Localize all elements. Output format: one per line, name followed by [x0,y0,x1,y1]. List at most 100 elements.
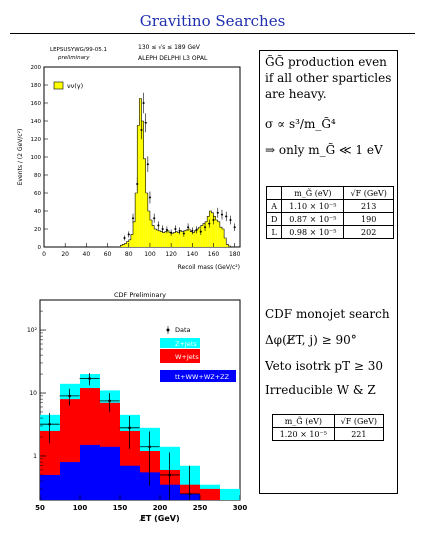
top-hist-bar [158,230,161,247]
top-x-tick-label: 140 [187,251,199,258]
top-data-point [165,228,168,231]
bottom-legend-data-label: Data [175,326,191,334]
top-hist-bar [175,231,178,247]
top-hist-bar [179,230,182,247]
top-hist-bar [200,225,203,247]
top-data-point [144,121,147,124]
table-cell: 213 [343,199,394,213]
top-hist-bar [128,239,131,247]
top-data-point [153,217,156,220]
top-hist-bar [219,227,222,247]
top-data-point [216,211,219,214]
top-hist-bar [147,211,150,247]
top-x-tick-label: 80 [125,251,133,258]
top-hist-bar [185,229,189,247]
top-hist-bar [181,231,184,247]
table-cell: m_G̃ (eV) [281,186,345,200]
page-title: Gravitino Searches [139,12,286,30]
top-data-point [127,233,130,236]
top-legend-swatch [53,81,64,90]
bottom-data-point [148,445,151,449]
top-y-tick-label: 120 [31,137,42,143]
top-hist-bar [135,193,138,247]
top-hist-bar [126,241,129,247]
cdf-line1: CDF monojet search [265,307,390,321]
cdf-line4: Irreducible W & Z [265,383,376,397]
top-x-tick-label: 160 [208,251,220,258]
top-data-point [146,163,149,166]
bottom-data-point [188,492,191,496]
table-cell: √F (GeV) [333,414,385,428]
top-hist-bar [224,238,227,247]
top-y-tick-label: 200 [31,65,42,71]
cdf-line2: Δφ(E̸T, j) ≥ 90° [265,333,357,347]
top-data-point [123,237,126,239]
top-y-axis-label: Events / (2 GeV/c²) [17,129,24,186]
top-legend-label: νν(γ) [67,82,83,90]
top-hist-bar [122,244,125,247]
table-cell: 0.87 × 10⁻⁵ [281,212,345,226]
top-plot-preliminary: preliminary [57,55,90,61]
table-cell [265,186,283,200]
top-data-point [233,226,236,229]
bottom-x-tick-label: 200 [153,504,168,512]
title-rule [10,33,415,34]
table-cell: D [265,212,283,226]
top-hist-bar [228,246,231,247]
bottom-data-point [108,399,111,403]
top-data-point [161,228,164,230]
bottom-legend-other-label: tt+WW+WZ+ZZ [175,373,230,381]
top-hist-bar [162,232,165,247]
panel-line1: G̃G̃ production even [265,55,387,69]
top-hist-bar [207,216,210,247]
table-cell: 202 [343,225,394,239]
top-data-point [140,129,143,131]
top-hist-bar [120,245,123,247]
top-hist-bar [173,232,176,247]
top-hist-bar [124,243,127,247]
top-data-point [229,219,232,221]
table-cell: √F (GeV) [343,186,394,200]
lep-limit-table: m_G̃ (eV) √F (GeV) A 1.10 × 10⁻⁵ 213 D 0… [265,186,394,239]
top-hist-bar [188,229,191,247]
top-x-tick-label: 20 [61,251,69,258]
wjets-bar [200,488,220,500]
table-row: A 1.10 × 10⁻⁵ 213 [265,199,394,213]
top-hist-bar [171,233,174,247]
top-y-tick-label: 180 [31,83,42,89]
top-hist-bar [198,227,201,247]
top-data-point [174,228,177,230]
other-bkg-bar [60,462,80,500]
table-row: m_G̃ (eV) √F (GeV) [272,414,385,428]
table-cell: 190 [343,212,394,226]
top-hist-bar [143,158,146,247]
bottom-x-tick-label: 50 [35,504,45,512]
top-plot-experiments: ALEPH DELPHI L3 OPAL [138,55,208,62]
bottom-data-point [68,394,71,398]
top-hist-bar [177,232,180,247]
top-hist-bar [213,216,216,247]
bottom-x-tick-label: 150 [113,504,128,512]
top-data-point [195,228,198,231]
top-data-point [187,226,190,229]
bottom-y-tick-label: 10 [29,390,37,397]
top-hist-bar [205,221,208,247]
top-hist-bar [154,229,157,247]
top-data-point [136,183,139,185]
top-data-point [178,229,181,232]
top-hist-bar [209,211,212,247]
top-y-tick-label: 100 [31,155,42,161]
top-y-tick-label: 160 [31,101,42,107]
top-data-point [204,226,207,229]
cdf-limit-table: m_G̃ (eV) √F (GeV) 1.20 × 10⁻⁵ 221 [272,414,385,441]
top-x-tick-label: 40 [83,251,91,258]
top-hist-bar [132,221,136,247]
bottom-legend-wjets-swatch [160,349,200,363]
top-plot-energy: 130 ≤ √s ≤ 189 GeV [138,44,201,51]
top-x-tick-label: 0 [42,251,46,258]
top-hist-bar [156,229,159,247]
table-cell: m_G̃ (eV) [272,414,335,428]
other-bkg-bar [80,444,100,500]
top-hist-bar [152,225,155,247]
